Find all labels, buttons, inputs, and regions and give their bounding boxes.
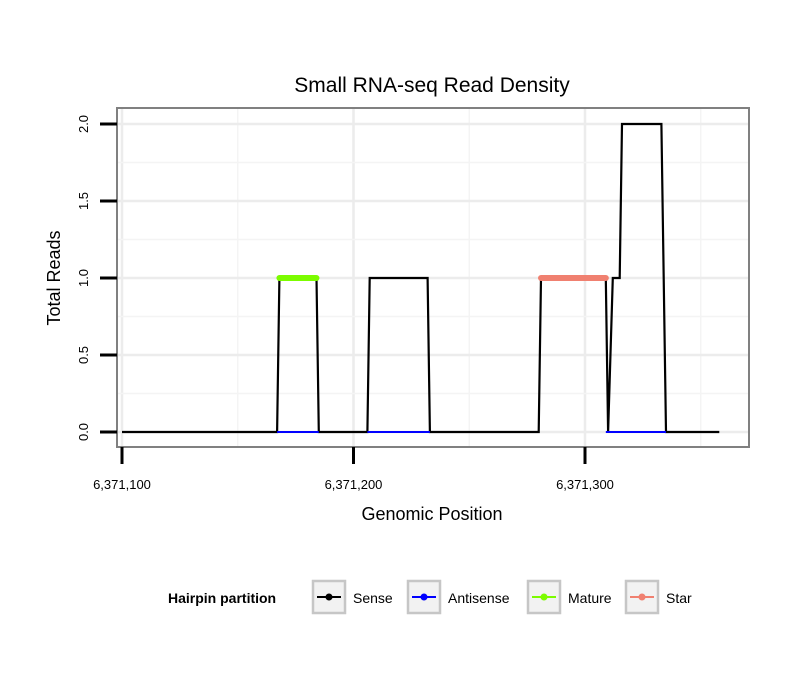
x-tick-label: 6,371,100 [93,477,151,492]
chart-title: Small RNA-seq Read Density [294,74,570,97]
x-axis: 6,371,100 6,371,200 6,371,300 [93,447,614,492]
grid-lines [117,108,749,447]
legend-item-sense: Sense [311,579,393,615]
legend-key-point [638,593,646,601]
legend-title: Hairpin partition [168,590,276,606]
y-tick-label: 0.0 [76,423,91,441]
legend-label: Antisense [448,590,510,606]
legend-key-point [325,593,333,601]
legend-label: Mature [568,590,612,606]
y-tick-label: 2.0 [76,115,91,133]
legend-key-point [540,593,548,601]
x-tick-label: 6,371,300 [556,477,614,492]
y-tick-label: 1.0 [76,269,91,287]
legend-item-mature: Mature [526,579,612,615]
y-axis-title: Total Reads [44,230,64,325]
legend-label: Star [666,590,692,606]
legend: Hairpin partition Sense Antisense Mature St… [168,579,692,615]
series-layer [122,122,720,434]
legend-item-antisense: Antisense [406,579,510,615]
y-tick-label: 1.5 [76,192,91,210]
legend-item-star: Star [624,579,692,615]
legend-label: Sense [353,590,393,606]
y-tick-label: 0.5 [76,346,91,364]
legend-key-point [420,593,428,601]
x-tick-label: 6,371,200 [325,477,383,492]
y-axis: 0.0 0.5 1.0 1.5 2.0 [76,115,117,441]
x-axis-title: Genomic Position [361,504,502,524]
